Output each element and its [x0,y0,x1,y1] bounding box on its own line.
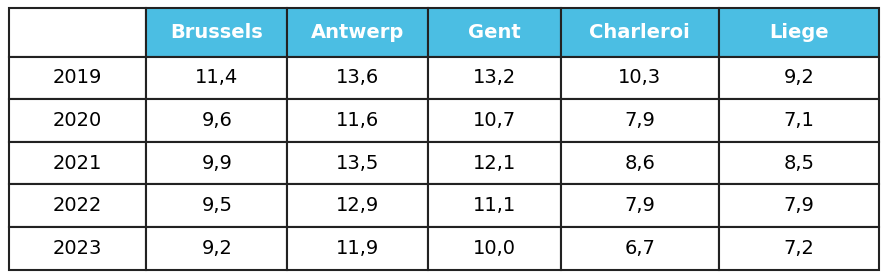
Bar [428,185,560,227]
Text: 13,6: 13,6 [337,68,379,88]
Bar [9,57,147,99]
Text: 11,9: 11,9 [337,239,379,258]
Bar [147,99,288,142]
Bar [288,99,428,142]
Bar [9,8,147,57]
Bar [719,185,879,227]
Text: 2023: 2023 [53,239,102,258]
Text: 12,1: 12,1 [472,154,516,173]
Text: 2021: 2021 [53,154,102,173]
Bar [288,227,428,270]
Bar [560,99,719,142]
Bar [719,227,879,270]
Bar [288,185,428,227]
Text: 11,4: 11,4 [195,68,239,88]
Bar [428,8,560,57]
Text: 9,9: 9,9 [202,154,233,173]
Text: Brussels: Brussels [170,23,263,42]
Text: 9,5: 9,5 [202,196,233,215]
Text: 7,9: 7,9 [624,111,655,130]
Bar [560,185,719,227]
Text: 13,5: 13,5 [337,154,379,173]
Text: 13,2: 13,2 [472,68,516,88]
Bar [9,142,147,185]
Text: 11,1: 11,1 [472,196,516,215]
Text: 10,3: 10,3 [618,68,662,88]
Bar [560,142,719,185]
Bar [560,227,719,270]
Bar [288,57,428,99]
Bar [428,227,560,270]
Text: 2020: 2020 [53,111,102,130]
Bar [288,8,428,57]
Bar [719,8,879,57]
Text: 12,9: 12,9 [337,196,379,215]
Text: Charleroi: Charleroi [590,23,690,42]
Text: 6,7: 6,7 [624,239,655,258]
Bar [147,57,288,99]
Bar [9,185,147,227]
Bar [147,8,288,57]
Text: 10,7: 10,7 [473,111,516,130]
Bar [9,99,147,142]
Text: 7,9: 7,9 [624,196,655,215]
Text: 7,1: 7,1 [783,111,814,130]
Bar [147,227,288,270]
Text: 2022: 2022 [53,196,102,215]
Bar [719,99,879,142]
Text: 11,6: 11,6 [337,111,379,130]
Bar [428,57,560,99]
Text: Gent: Gent [468,23,521,42]
Bar [560,8,719,57]
Bar [9,227,147,270]
Text: 8,6: 8,6 [624,154,655,173]
Text: 7,2: 7,2 [783,239,814,258]
Bar [147,142,288,185]
Text: Antwerp: Antwerp [311,23,404,42]
Text: 9,2: 9,2 [783,68,814,88]
Text: 2019: 2019 [53,68,102,88]
Text: 8,5: 8,5 [783,154,814,173]
Text: 10,0: 10,0 [473,239,516,258]
Bar [719,57,879,99]
Bar [147,185,288,227]
Text: 9,2: 9,2 [202,239,233,258]
Bar [428,142,560,185]
Bar [288,142,428,185]
Text: 7,9: 7,9 [783,196,814,215]
Bar [719,142,879,185]
Text: Liege: Liege [769,23,829,42]
Bar [428,99,560,142]
Text: 9,6: 9,6 [202,111,233,130]
Bar [560,57,719,99]
